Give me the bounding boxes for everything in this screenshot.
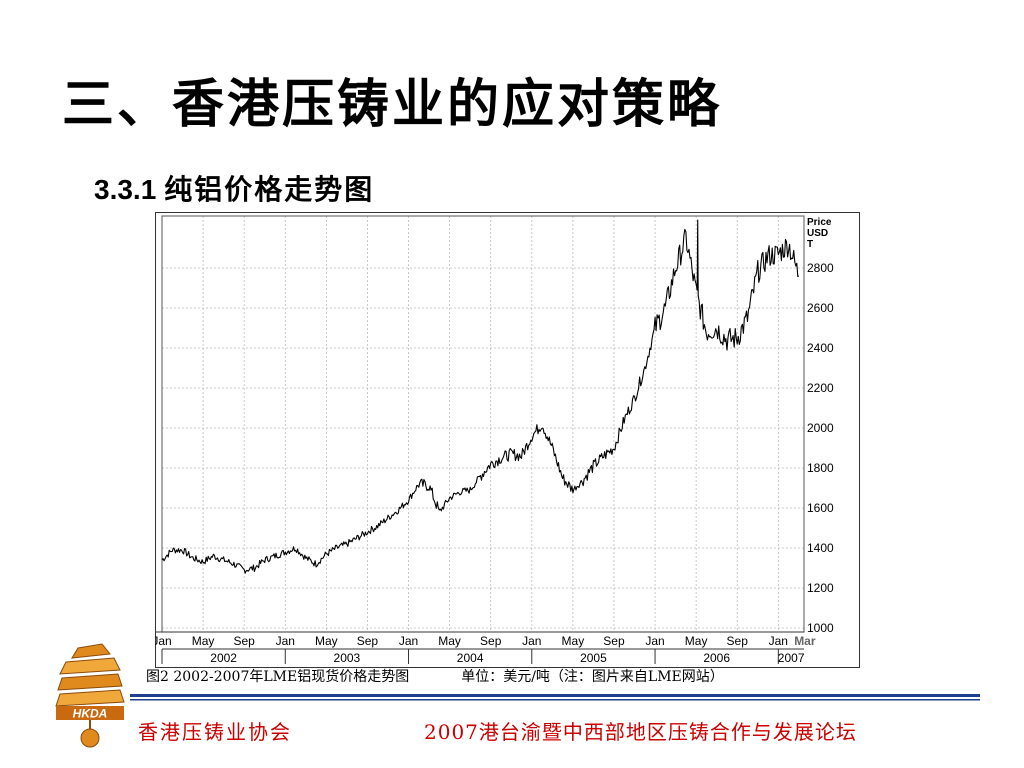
x-tick-label: Jan <box>276 634 295 648</box>
x-tick-label: May <box>315 634 338 648</box>
slide-title: 三、香港压铸业的应对策略 <box>62 74 723 135</box>
x-tick-label: Sep <box>727 634 749 648</box>
y-tick-label: 2200 <box>807 381 834 395</box>
x-tick-label: Mar <box>794 634 816 648</box>
y-tick-label: 1400 <box>807 541 834 555</box>
x-axis-year-labels: 2002 2003 2004 2005 2006 2007 <box>161 649 805 665</box>
y-tick-label: 2400 <box>807 341 834 355</box>
x-tick-label: May <box>438 634 461 648</box>
y-tick-label: 1000 <box>807 621 834 635</box>
x-tick-label: Jan <box>769 634 788 648</box>
year-label: 2005 <box>580 651 607 665</box>
y-axis-ticks: 1000 1200 1400 1600 1800 2000 2200 2400 2600 2800 <box>807 261 834 635</box>
figure-caption: 图2 2002-2007年LME铝现货价格走势图 单位：美元/吨（注：图片来自LM… <box>146 666 724 686</box>
year-label: 2003 <box>334 651 361 665</box>
price-label-line2: USD <box>807 228 828 239</box>
pagoda-logo-icon: HKDA <box>55 643 125 748</box>
forum-name: 2007港台渝暨中西部地区压铸合作与发展论坛 <box>424 720 857 744</box>
year-label: 2007 <box>778 651 805 665</box>
x-tick-label: Sep <box>603 634 625 648</box>
section-number: 3.3.1 <box>94 174 157 205</box>
x-tick-label: Sep <box>480 634 502 648</box>
x-tick-label: Jan <box>522 634 541 648</box>
footer-divider <box>130 694 980 701</box>
unit-note: 单位：美元/吨（注：图片来自LME网站） <box>461 669 724 685</box>
y-tick-label: 2000 <box>807 421 834 435</box>
association-name: 香港压铸业协会 <box>138 720 292 744</box>
x-tick-label: May <box>192 634 215 648</box>
y-tick-label: 1200 <box>807 581 834 595</box>
x-tick-label: May <box>562 634 585 648</box>
year-label: 2004 <box>457 651 484 665</box>
x-tick-label: Jan <box>645 634 664 648</box>
y-tick-label: 2600 <box>807 301 834 315</box>
y-tick-label: 1600 <box>807 501 834 515</box>
y-tick-label: 1800 <box>807 461 834 475</box>
x-tick-label: Sep <box>233 634 255 648</box>
x-tick-label: Sep <box>357 634 379 648</box>
chart-frame <box>155 212 860 668</box>
section-heading: 3.3.1 纯铝价格走势图 <box>94 168 374 208</box>
y-tick-label: 2800 <box>807 261 834 275</box>
logo-text: HKDA <box>73 707 108 721</box>
x-axis-ticks: Jan May Sep Jan May Sep Jan May Sep Jan May Sep Jan M… <box>155 634 816 648</box>
chart-grid <box>161 216 804 632</box>
price-label-line3: T <box>807 239 813 250</box>
price-label-line1: Price <box>807 217 832 228</box>
section-title: 纯铝价格走势图 <box>164 173 375 206</box>
figure-caption-text: 图2 2002-2007年LME铝现货价格走势图 <box>146 669 410 685</box>
x-tick-label: May <box>685 634 708 648</box>
aluminium-price-chart: Jan May Sep Jan May Sep Jan May Sep Jan May Sep Jan M… <box>155 212 860 668</box>
price-series-line <box>161 219 800 574</box>
x-tick-label: Jan <box>155 634 172 648</box>
year-label: 2002 <box>210 651 237 665</box>
year-label: 2006 <box>703 651 730 665</box>
x-tick-label: Jan <box>399 634 418 648</box>
